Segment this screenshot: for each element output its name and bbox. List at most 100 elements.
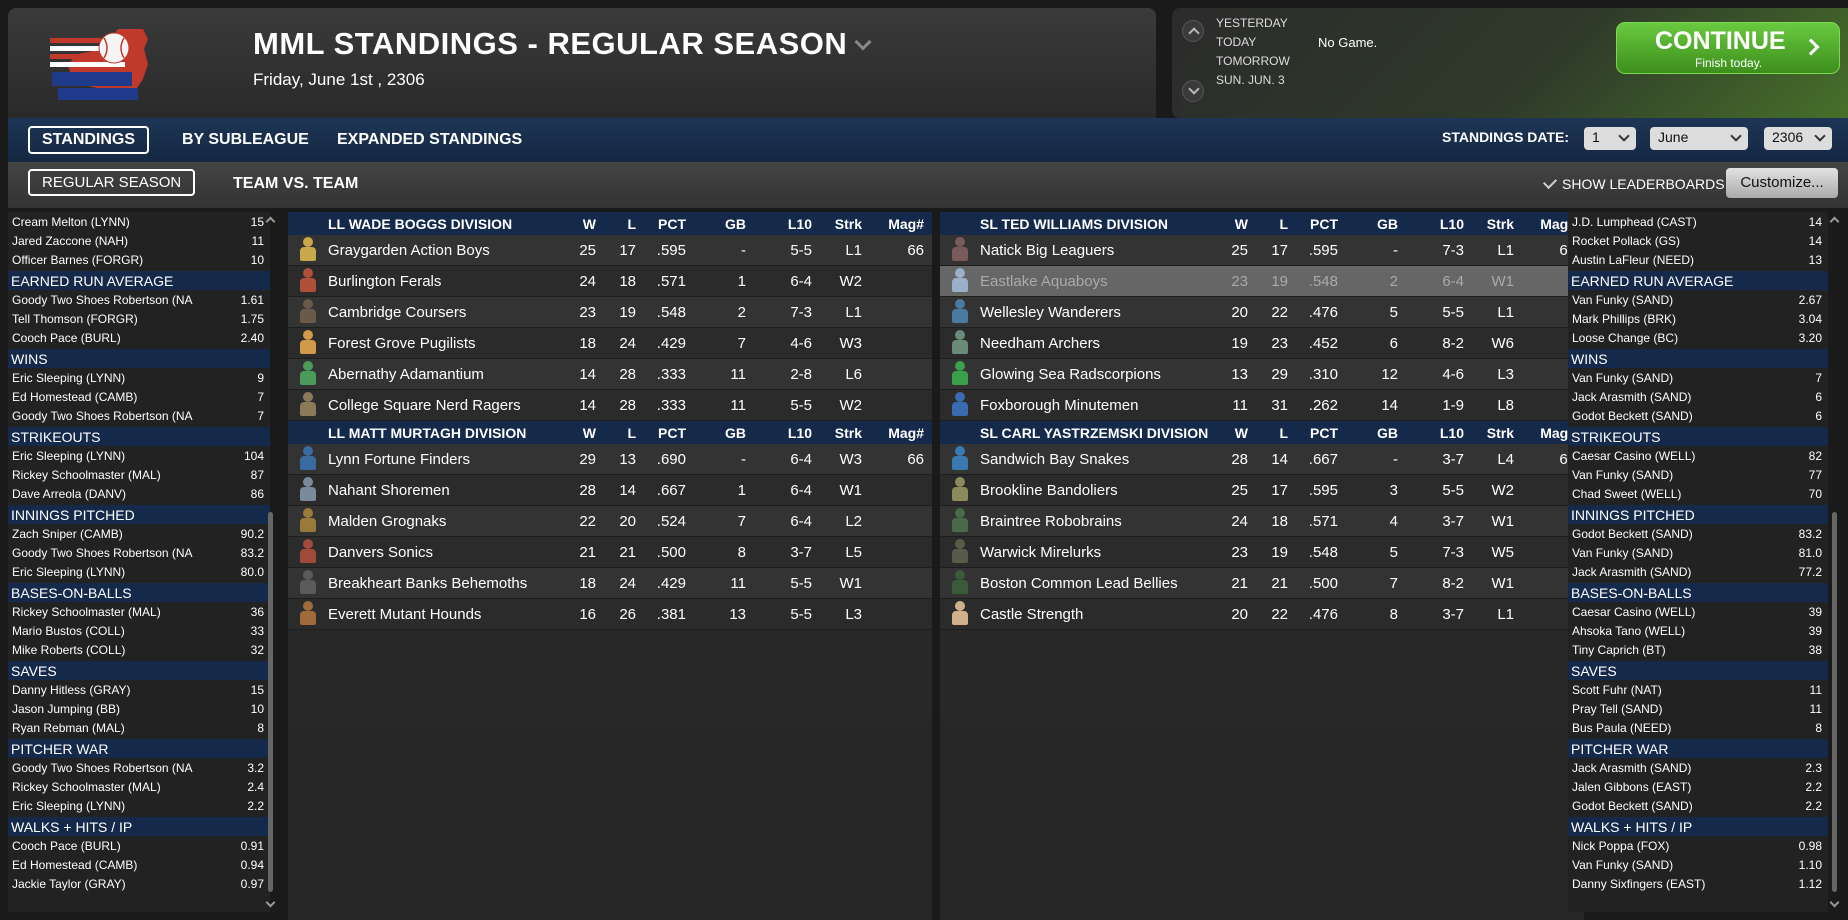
leader-player-name[interactable]: Godot Beckett (SAND) bbox=[1572, 408, 1693, 423]
team-name[interactable]: Needham Archers bbox=[980, 334, 1101, 352]
table-row[interactable]: Breakheart Banks Behemoths 18 24 .429 11 5-5 W… bbox=[288, 568, 932, 599]
column-header-wins[interactable]: W bbox=[582, 215, 596, 232]
leader-row[interactable]: Jalen Gibbons (EAST) 2.2 bbox=[1568, 777, 1828, 796]
leader-row[interactable]: Eric Sleeping (LYNN) 2.2 bbox=[8, 796, 270, 815]
leader-player-name[interactable]: Jared Zaccone (NAH) bbox=[12, 233, 129, 248]
team-name[interactable]: Burlington Ferals bbox=[328, 272, 442, 290]
table-row[interactable]: Warwick Mirelurks 23 19 .548 5 7-3 W5 bbox=[940, 537, 1584, 568]
day-next[interactable]: SUN. JUN. 3 bbox=[1216, 73, 1285, 87]
show-leaderboards-checkbox[interactable]: SHOW LEADERBOARDS bbox=[1542, 174, 1725, 192]
team-name[interactable]: Everett Mutant Hounds bbox=[328, 605, 482, 623]
leader-row[interactable]: Scott Fuhr (NAT) 11 bbox=[1568, 680, 1828, 699]
leader-player-name[interactable]: Eric Sleeping (LYNN) bbox=[12, 370, 126, 385]
team-name[interactable]: Braintree Robobrains bbox=[980, 512, 1122, 530]
leader-row[interactable]: Ryan Rebman (MAL) 8 bbox=[8, 718, 270, 737]
column-header-losses[interactable]: L bbox=[1279, 424, 1288, 441]
tab-expanded-standings[interactable]: EXPANDED STANDINGS bbox=[337, 131, 523, 148]
leader-player-name[interactable]: Van Funky (SAND) bbox=[1572, 292, 1674, 307]
team-name[interactable]: Sandwich Bay Snakes bbox=[980, 450, 1130, 468]
leader-player-name[interactable]: Mario Bustos (COLL) bbox=[12, 623, 125, 638]
leader-player-name[interactable]: Rickey Schoolmaster (MAL) bbox=[12, 779, 161, 794]
leader-row[interactable]: Danny Sixfingers (EAST) 1.12 bbox=[1568, 874, 1828, 893]
leader-row[interactable]: Mario Bustos (COLL) 33 bbox=[8, 621, 270, 640]
table-row[interactable]: Abernathy Adamantium 14 28 .333 11 2-8 L6 bbox=[288, 359, 932, 390]
leader-player-name[interactable]: Jack Arasmith (SAND) bbox=[1572, 389, 1692, 404]
column-header-losses[interactable]: L bbox=[1279, 215, 1288, 232]
chevron-down-icon[interactable] bbox=[854, 33, 872, 51]
leader-row[interactable]: Van Funky (SAND) 81.0 bbox=[1568, 543, 1828, 562]
tab-team-vs-team[interactable]: TEAM VS. TEAM bbox=[233, 175, 359, 192]
table-row[interactable]: Castle Strength 20 22 .476 8 3-7 L1 bbox=[940, 599, 1584, 630]
leader-row[interactable]: Mark Phillips (BRK) 3.04 bbox=[1568, 309, 1828, 328]
table-row[interactable]: Boston Common Lead Bellies 21 21 .500 7 8-2 W1 bbox=[940, 568, 1584, 599]
chevron-down-icon[interactable] bbox=[1182, 80, 1204, 102]
column-header-wins[interactable]: W bbox=[1234, 215, 1248, 232]
team-name[interactable]: Foxborough Minutemen bbox=[980, 396, 1139, 414]
column-header-pct[interactable]: PCT bbox=[658, 424, 686, 441]
table-row[interactable]: Brookline Bandoliers 25 17 .595 3 5-5 W2 bbox=[940, 475, 1584, 506]
table-row[interactable]: Wellesley Wanderers 20 22 .476 5 5-5 L1 bbox=[940, 297, 1584, 328]
table-row[interactable]: Eastlake Aquaboys 23 19 .548 2 6-4 W1 bbox=[940, 266, 1584, 297]
chevron-up-icon[interactable] bbox=[1182, 20, 1204, 42]
table-row[interactable]: Braintree Robobrains 24 18 .571 4 3-7 W1 bbox=[940, 506, 1584, 537]
column-header-pct[interactable]: PCT bbox=[1310, 215, 1338, 232]
team-name[interactable]: Nahant Shoremen bbox=[328, 481, 450, 499]
right-scrollbar[interactable] bbox=[1828, 212, 1842, 912]
leader-player-name[interactable]: Jack Arasmith (SAND) bbox=[1572, 760, 1692, 775]
leader-player-name[interactable]: Loose Change (BC) bbox=[1572, 330, 1679, 345]
leader-player-name[interactable]: Zach Sniper (CAMB) bbox=[12, 526, 123, 541]
scroll-thumb[interactable] bbox=[1832, 512, 1837, 892]
leader-player-name[interactable]: Dave Arreola (DANV) bbox=[12, 486, 127, 501]
leader-row[interactable]: Godot Beckett (SAND) 6 bbox=[1568, 406, 1828, 425]
team-name[interactable]: Eastlake Aquaboys bbox=[980, 272, 1108, 290]
column-header-games-back[interactable]: GB bbox=[1377, 215, 1398, 232]
tab-regular-season[interactable]: REGULAR SEASON bbox=[28, 169, 196, 196]
leader-row[interactable]: Officer Barnes (FORGR) 10 bbox=[8, 250, 270, 269]
leader-row[interactable]: Jack Arasmith (SAND) 77.2 bbox=[1568, 562, 1828, 581]
leader-row[interactable]: Goody Two Shoes Robertson (NA 1.61 bbox=[8, 290, 270, 309]
table-row[interactable]: Natick Big Leaguers 25 17 .595 - 7-3 L165 bbox=[940, 235, 1584, 266]
team-name[interactable]: Boston Common Lead Bellies bbox=[980, 574, 1178, 592]
leader-player-name[interactable]: Cooch Pace (BURL) bbox=[12, 330, 121, 345]
leader-player-name[interactable]: Ed Homestead (CAMB) bbox=[12, 857, 138, 872]
leader-player-name[interactable]: Cooch Pace (BURL) bbox=[12, 838, 121, 853]
column-header-magic-number[interactable]: Mag# bbox=[1540, 215, 1576, 232]
leader-player-name[interactable]: Goody Two Shoes Robertson (NA bbox=[12, 760, 193, 775]
leader-row[interactable]: Ed Homestead (CAMB) 0.94 bbox=[8, 855, 270, 874]
day-tomorrow[interactable]: TOMORROW bbox=[1216, 54, 1290, 68]
leader-player-name[interactable]: J.D. Lumphead (CAST) bbox=[1572, 214, 1697, 229]
leader-player-name[interactable]: Austin LaFleur (NEED) bbox=[1572, 252, 1695, 267]
leader-row[interactable]: Jack Arasmith (SAND) 6 bbox=[1568, 387, 1828, 406]
column-header-streak[interactable]: Strk bbox=[1486, 215, 1514, 232]
scroll-down-icon[interactable] bbox=[1829, 897, 1840, 908]
leader-player-name[interactable]: Eric Sleeping (LYNN) bbox=[12, 564, 126, 579]
column-header-games-back[interactable]: GB bbox=[725, 424, 746, 441]
leader-player-name[interactable]: Ryan Rebman (MAL) bbox=[12, 720, 125, 735]
table-row[interactable]: Danvers Sonics 21 21 .500 8 3-7 L5 bbox=[288, 537, 932, 568]
column-header-streak[interactable]: Strk bbox=[1486, 424, 1514, 441]
leader-row[interactable]: Van Funky (SAND) 1.10 bbox=[1568, 855, 1828, 874]
leader-player-name[interactable]: Goody Two Shoes Robertson (NA bbox=[12, 545, 193, 560]
column-header-pct[interactable]: PCT bbox=[658, 215, 686, 232]
leader-player-name[interactable]: Mike Roberts (COLL) bbox=[12, 642, 126, 657]
leader-row[interactable]: Loose Change (BC) 3.20 bbox=[1568, 328, 1828, 347]
scroll-down-icon[interactable] bbox=[265, 897, 276, 908]
scroll-up-icon[interactable] bbox=[265, 216, 276, 227]
leader-row[interactable]: Goody Two Shoes Robertson (NA 7 bbox=[8, 406, 270, 425]
leader-row[interactable]: Austin LaFleur (NEED) 13 bbox=[1568, 250, 1828, 269]
leader-player-name[interactable]: Bus Paula (NEED) bbox=[1572, 720, 1672, 735]
leader-row[interactable]: Caesar Casino (WELL) 39 bbox=[1568, 602, 1828, 621]
table-row[interactable]: Forest Grove Pugilists 18 24 .429 7 4-6 W3 bbox=[288, 328, 932, 359]
team-name[interactable]: Malden Grognaks bbox=[328, 512, 447, 530]
team-name[interactable]: Forest Grove Pugilists bbox=[328, 334, 476, 352]
leader-player-name[interactable]: Eric Sleeping (LYNN) bbox=[12, 448, 126, 463]
leader-row[interactable]: Cream Melton (LYNN) 15 bbox=[8, 212, 270, 231]
leader-row[interactable]: Caesar Casino (WELL) 82 bbox=[1568, 446, 1828, 465]
leader-player-name[interactable]: Chad Sweet (WELL) bbox=[1572, 486, 1682, 501]
leader-player-name[interactable]: Goody Two Shoes Robertson (NA bbox=[12, 292, 193, 307]
leader-row[interactable]: J.D. Lumphead (CAST) 14 bbox=[1568, 212, 1828, 231]
leader-player-name[interactable]: Jason Jumping (BB) bbox=[12, 701, 121, 716]
leader-row[interactable]: Pray Tell (SAND) 11 bbox=[1568, 699, 1828, 718]
leader-player-name[interactable]: Rickey Schoolmaster (MAL) bbox=[12, 467, 161, 482]
leader-row[interactable]: Chad Sweet (WELL) 70 bbox=[1568, 484, 1828, 503]
